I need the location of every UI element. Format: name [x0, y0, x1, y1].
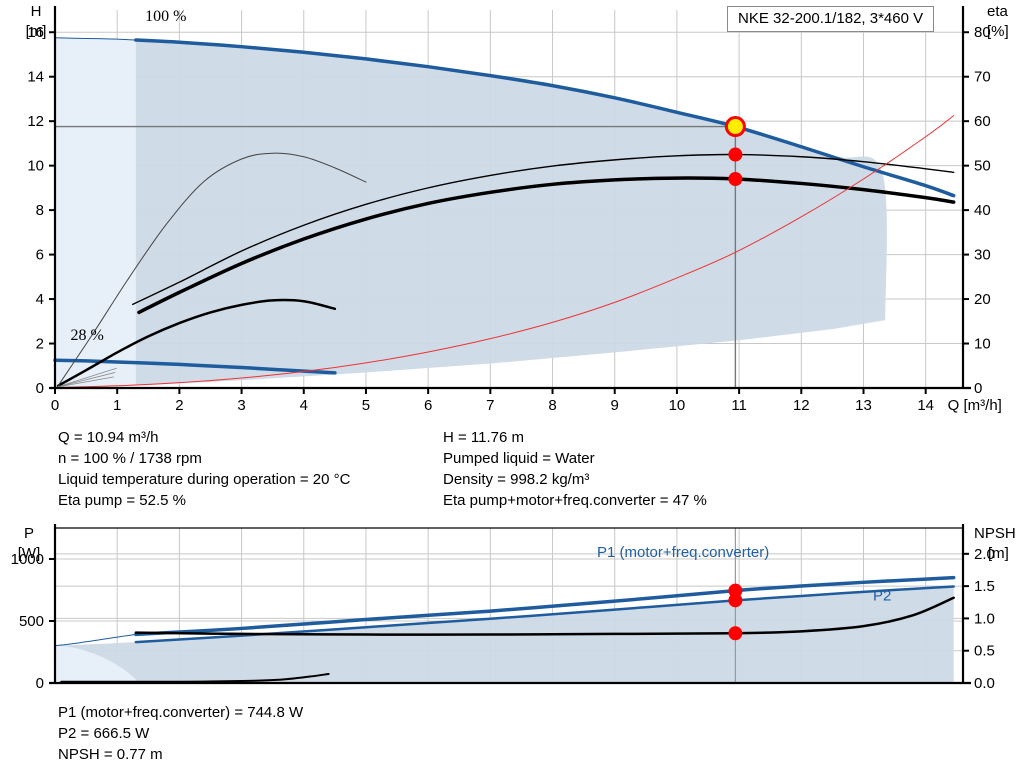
y-tick-label-left: 1000 — [11, 551, 44, 568]
info-h: H = 11.76 m — [443, 429, 525, 446]
y-tick-label-left: 4 — [36, 291, 44, 308]
envelope-low-flow-region — [55, 37, 136, 388]
x-tick-label: 6 — [424, 397, 432, 414]
y-tick-label-right: 30 — [974, 247, 991, 264]
x-tick-label: 7 — [486, 397, 494, 414]
curve-head-curve-100 — [134, 38, 956, 198]
curve-eta-at-28-speed — [56, 298, 337, 388]
x-axis-name: Q [m³/h] — [948, 397, 1002, 414]
x-tick-label: 8 — [548, 397, 556, 414]
power-info: P1 (motor+freq.converter) = 744.8 W P2 =… — [58, 702, 303, 765]
y-tick-label-left: 8 — [36, 202, 44, 219]
info-p2: P2 = 666.5 W — [58, 725, 150, 742]
curve-p-thin-full-range — [54, 633, 137, 647]
duty-info-left: Q = 10.94 m³/h n = 100 % / 1738 rpm Liqu… — [58, 427, 350, 511]
y-tick-label-left: 500 — [19, 613, 44, 630]
x-tick-label: 10 — [669, 397, 686, 414]
y-tick-label-right: 2.0 — [974, 546, 995, 563]
marker-eta-pump — [728, 147, 743, 162]
y-tick-label-left: 16 — [27, 24, 44, 41]
x-tick-label: 5 — [362, 397, 370, 414]
y-tick-label-right: 1.0 — [974, 610, 995, 627]
curve-eta-pump-thick-black — [137, 176, 956, 315]
info-eta-pump: Eta pump = 52.5 % — [58, 492, 186, 509]
x-tick-label: 9 — [611, 397, 619, 414]
y-tick-label-right: 10 — [974, 336, 991, 353]
y-tick-label-left: 2 — [36, 336, 44, 353]
y-tick-label-left: 0 — [36, 675, 44, 692]
speed-annotation-28-percent: 28 % — [71, 327, 104, 344]
marker-p1 — [728, 583, 743, 598]
envelope-low-flow-region — [55, 645, 139, 683]
x-tick-label: 14 — [917, 397, 934, 414]
y-tick-label-right: 20 — [974, 291, 991, 308]
x-tick-label: 3 — [237, 397, 245, 414]
duty-info-right: H = 11.76 m Pumped liquid = Water Densit… — [443, 427, 707, 511]
low-flow-fan-line — [56, 376, 114, 388]
y-axis-right-name: NPSH — [974, 525, 1016, 542]
curve-p2 — [134, 585, 955, 644]
power-npsh-chart: 0 500 1000 0.0 0.5 1.0 1.5 2.0 P [W] NPSH [m] P1 (mo… — [11, 524, 1016, 692]
info-p1: P1 (motor+freq.converter) = 744.8 W — [58, 704, 304, 721]
y-tick-label-right: 70 — [974, 69, 991, 86]
y-tick-label-left: 10 — [27, 158, 44, 175]
x-tick-label: 12 — [793, 397, 810, 414]
duty-point-marker — [724, 116, 746, 138]
y-tick-label-left: 0 — [36, 380, 44, 397]
y-axis-left-name: H — [31, 3, 42, 20]
x-tick-label: 4 — [300, 397, 308, 414]
y-tick-label-left: 6 — [36, 247, 44, 264]
y-axis-left-unit: [m] — [26, 23, 47, 40]
y-tick-label-left: 14 — [27, 69, 44, 86]
pump-title-box: NKE 32-200.1/182, 3*460 V — [727, 6, 935, 32]
marker-npsh — [728, 626, 743, 641]
x-tick-label: 11 — [731, 397, 747, 414]
bottom-chart-group: 0 500 1000 0.0 0.5 1.0 1.5 2.0 P [W] NPSH [m] P1 (mo… — [11, 524, 1016, 692]
curve-npsh-curve — [134, 596, 955, 636]
marker-eta-total — [728, 171, 743, 186]
curve-label-p1: P1 (motor+freq.converter) — [597, 544, 769, 561]
info-q: Q = 10.94 m³/h — [58, 429, 159, 446]
curve-p1-motor-freq-converter — [134, 575, 956, 637]
info-eta-total: Eta pump+motor+freq.converter = 47 % — [443, 492, 707, 509]
y-tick-label-right: 0 — [974, 380, 982, 397]
pump-title: NKE 32-200.1/182, 3*460 V — [738, 10, 924, 27]
info-density: Density = 998.2 kg/m³ — [443, 471, 590, 488]
low-flow-fan-line — [56, 367, 117, 388]
y-axis-right-unit: [%] — [987, 23, 1009, 40]
curve-label-p2: P2 — [873, 587, 891, 604]
y-tick-label-right: 40 — [974, 202, 991, 219]
x-tick-label: 13 — [855, 397, 872, 414]
info-npsh: NPSH = 0.77 m — [58, 746, 163, 763]
info-liquid-temp: Liquid temperature during operation = 20… — [58, 471, 351, 488]
x-tick-label: 0 — [51, 397, 59, 414]
curve-head-curve-full-range-thin — [54, 37, 137, 41]
y-axis-right-unit: [m] — [988, 545, 1009, 562]
y-tick-label-right: 0.0 — [974, 675, 995, 692]
curve-npsh-red — [54, 115, 955, 389]
y-tick-label-right: 80 — [974, 24, 991, 41]
y-axis-left-name: P — [24, 525, 34, 542]
curve-npsh-at-28-speed — [60, 672, 330, 683]
y-tick-label-right: 50 — [974, 158, 991, 175]
y-axis-right-name: eta — [987, 3, 1009, 20]
y-tick-label-right: 1.5 — [974, 578, 995, 595]
x-tick-label: 1 — [113, 397, 121, 414]
curve-eta-pump-motor-thin-black — [132, 153, 955, 306]
y-axis-left-unit: [W] — [18, 545, 41, 562]
y-tick-label-right: 60 — [974, 113, 991, 130]
x-tick-label: 2 — [175, 397, 183, 414]
info-speed: n = 100 % / 1738 rpm — [58, 450, 202, 467]
y-tick-label-right: 0.5 — [974, 643, 995, 660]
info-pumped-liquid: Pumped liquid = Water — [443, 450, 595, 467]
marker-p2 — [728, 593, 743, 608]
low-flow-fan-line — [56, 372, 116, 388]
speed-annotation-100-percent: 100 % — [145, 8, 186, 25]
y-tick-label-left: 12 — [27, 113, 44, 130]
curve-eta-envelope-upper-thin — [57, 152, 367, 387]
